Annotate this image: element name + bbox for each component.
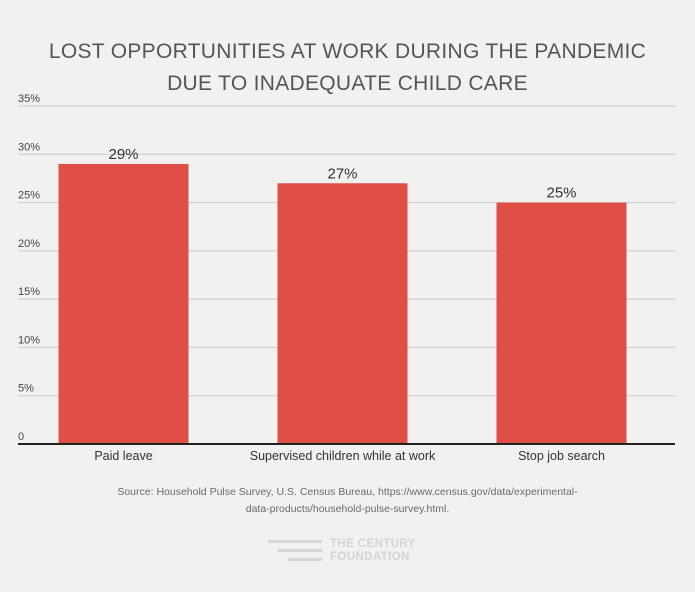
logo-text: THE CENTURY FOUNDATION xyxy=(330,538,416,564)
source-line-1: Source: Household Pulse Survey, U.S. Cen… xyxy=(117,486,578,498)
chart-title: LOST OPPORTUNITIES AT WORK DURING THE PA… xyxy=(0,36,695,100)
chart-title-line-1: LOST OPPORTUNITIES AT WORK DURING THE PA… xyxy=(48,40,647,63)
logo-line-2: FOUNDATION xyxy=(330,551,410,563)
y-tick-label: 0 xyxy=(18,431,24,443)
data-label: 29% xyxy=(108,146,138,163)
x-tick-label: Stop job search xyxy=(518,449,605,463)
bar xyxy=(277,183,408,444)
data-label: 27% xyxy=(327,165,357,182)
chart-title-line-2: DUE TO INADEQUATE CHILD CARE xyxy=(167,72,528,95)
logo-bars-icon xyxy=(268,540,322,562)
y-tick-label: 25% xyxy=(18,190,40,202)
bar xyxy=(496,202,627,444)
century-foundation-logo: THE CENTURY FOUNDATION xyxy=(268,538,428,566)
y-tick-label: 35% xyxy=(18,93,40,105)
y-tick-label: 15% xyxy=(18,286,40,298)
x-tick-label: Paid leave xyxy=(94,449,152,463)
bar xyxy=(58,163,189,444)
source-line-2: data-products/household-pulse-survey.htm… xyxy=(245,503,450,515)
x-tick-label: Supervised children while at work xyxy=(250,449,436,463)
y-tick-label: 5% xyxy=(18,383,34,395)
data-label: 25% xyxy=(546,185,576,202)
bar-chart: 0 5% 10% 15% 20% 25% 30% 35% 29% Paid leave 27% Sup… xyxy=(18,93,675,463)
logo-line-1: THE CENTURY xyxy=(330,538,416,550)
y-tick-label: 30% xyxy=(18,141,40,153)
y-tick-label: 20% xyxy=(18,238,40,250)
y-tick-label: 10% xyxy=(18,334,40,346)
source-note: Source: Household Pulse Survey, U.S. Cen… xyxy=(100,484,595,518)
